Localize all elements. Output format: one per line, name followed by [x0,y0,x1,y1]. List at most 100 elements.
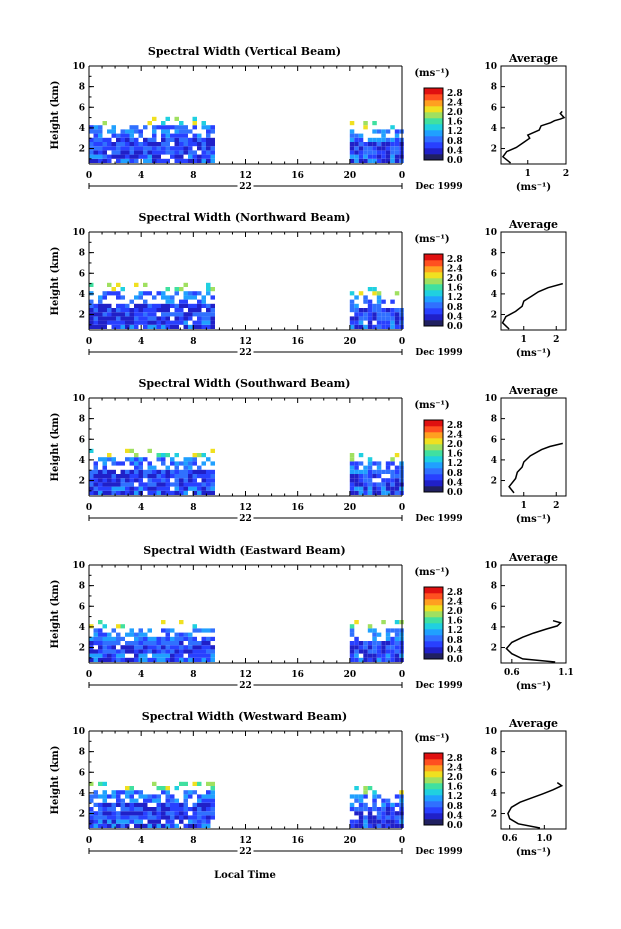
day-label: 22 [239,681,252,691]
heatmap-cell [156,324,161,329]
heatmap-cell [376,649,382,654]
heatmap-cell [125,486,130,491]
heatmap-cell [192,802,197,807]
heatmap-cell [147,312,152,317]
heatmap-cell [107,490,112,495]
heatmap-cell [98,807,103,812]
heatmap-cell [129,461,134,466]
colorbar-segment [424,314,443,321]
heatmap-cell [201,142,206,147]
heatmap-cell [206,474,211,479]
heatmap-cell [188,632,193,637]
heatmap-cell [98,142,103,147]
heatmap-cell [116,142,121,147]
heatmap-cell [367,478,373,483]
heatmap-cell [147,150,152,155]
heatmap-cell [161,636,166,641]
heatmap-cell [161,320,166,325]
heatmap-cell [93,469,98,474]
heatmap-cell [156,478,161,483]
heatmap-cell [179,478,184,483]
heatmap-cell [354,146,359,151]
colorbar-tick-label: 2.8 [447,754,463,764]
heatmap-cell [89,823,94,828]
heatmap-cell [129,798,134,803]
heatmap-cell [376,308,382,313]
colorbar-segment [424,462,443,469]
heatmap-cell [116,474,121,479]
heatmap-cell [152,133,157,138]
heatmap-cell [134,316,139,321]
heatmap-cell [358,657,364,662]
heatmap-cell [358,133,364,138]
heatmap-cell [161,121,166,126]
heatmap-cell [210,312,215,317]
heatmap-cell [192,312,197,317]
heatmap-cell [111,657,116,662]
heatmap-cell [170,798,175,803]
heatmap-cell [188,154,193,159]
heatmap [89,448,404,495]
heatmap-cell [394,316,400,321]
heatmap-cell [120,469,125,474]
heatmap-cell [120,819,125,824]
y-tick-label: 6 [79,103,85,113]
heatmap-cell [201,316,206,321]
heatmap-cell [179,815,184,820]
heatmap-cell [147,324,152,329]
heatmap-cell [210,815,215,820]
heatmap-cell [129,158,134,163]
y-axis-label: Height (km) [50,247,61,316]
heatmap-cell [372,790,377,795]
heatmap-cell [143,457,148,462]
heatmap-cell [376,129,382,134]
heatmap-cell [385,486,391,491]
colorbar-segment [424,587,443,594]
heatmap-cell [102,802,107,807]
heatmap-cell [183,125,188,130]
heatmap-cell [192,474,197,479]
heatmap-cell [201,641,206,646]
heatmap-cell [385,316,391,321]
colorbar-tick-label: 0.0 [447,655,463,665]
colorbar-segment [424,486,443,493]
heatmap-cell [381,807,386,812]
colorbar-unit: (ms⁻¹) [414,400,449,411]
heatmap-cell [170,815,175,820]
day-label: 22 [239,348,252,358]
colorbar-segment [424,795,443,802]
heatmap-cell [147,316,152,321]
heatmap-cell [376,295,382,300]
heatmap-cell [376,645,382,650]
heatmap-cell [188,295,193,300]
heatmap-cell [147,819,152,824]
heatmap-cell [363,154,368,159]
colorbar-unit: (ms⁻¹) [414,68,449,79]
heatmap-cell [349,802,355,807]
heatmap-cell [372,815,377,820]
heatmap-cell [363,474,368,479]
heatmap-cell [111,823,116,828]
heatmap-cell [349,137,355,142]
heatmap-cell [129,815,134,820]
day-label-bg [237,347,254,356]
heatmap-cell [93,482,98,487]
heatmap-cell [138,320,143,325]
heatmap-cell [98,823,103,828]
heatmap-cell [134,469,139,474]
heatmap-cell [381,308,386,313]
heatmap-cell [138,790,143,795]
heatmap-cell [165,482,170,487]
panel-3: Spectral Width (Southward Beam)246810Hei… [50,377,567,525]
heatmap-cell [170,154,175,159]
colorbar-frame [423,419,444,493]
heatmap-cell [138,478,143,483]
heatmap-cell [156,645,161,650]
heatmap-cell [170,645,175,650]
heatmap-cell [179,146,184,151]
heatmap-cell [183,465,188,470]
heatmap-cell [354,324,359,329]
heatmap-cell [197,819,202,824]
heatmap-cell [138,811,143,816]
heatmap-cell [174,653,179,658]
